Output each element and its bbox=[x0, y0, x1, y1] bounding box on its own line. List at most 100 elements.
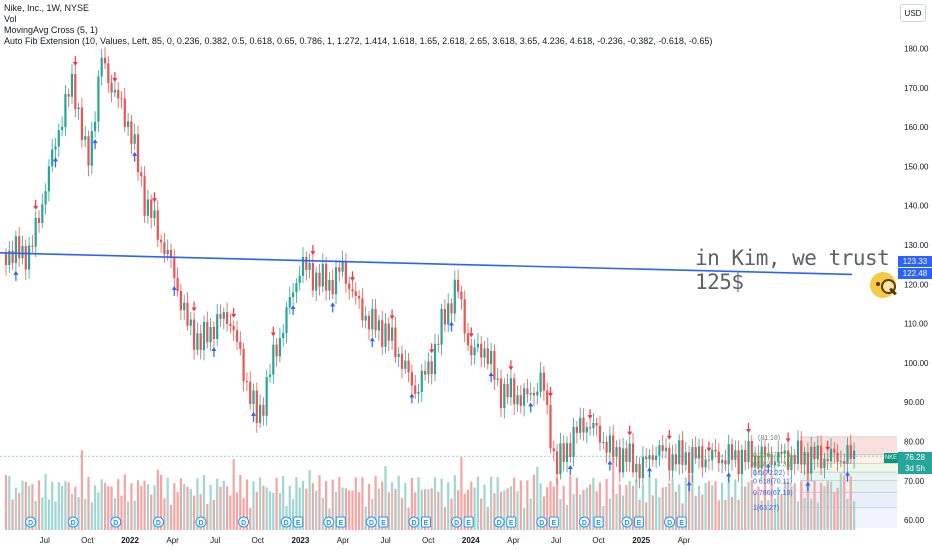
candle-body bbox=[348, 283, 351, 290]
dividend-marker: D bbox=[451, 516, 463, 528]
volume-bar bbox=[268, 491, 272, 530]
arrow-down-icon bbox=[627, 431, 633, 436]
volume-bar bbox=[407, 507, 410, 530]
arrow-up-icon bbox=[607, 460, 613, 465]
dividend-badge bbox=[25, 516, 37, 528]
arrow-up-icon bbox=[647, 467, 652, 472]
candle-body bbox=[707, 459, 710, 461]
annotation-text[interactable]: in Kim, we trust 125$ bbox=[695, 246, 890, 294]
candle-body bbox=[308, 263, 311, 270]
candle-body bbox=[625, 448, 628, 462]
candle-body bbox=[61, 126, 64, 131]
dividend-marker: D bbox=[578, 516, 590, 528]
price-axis-label: 140.00 bbox=[904, 202, 929, 211]
event-letter: D bbox=[667, 520, 672, 527]
candle-body bbox=[361, 298, 364, 321]
volume-bar bbox=[193, 495, 196, 530]
legend-vol[interactable]: Vol bbox=[4, 14, 17, 24]
volume-bar bbox=[552, 486, 555, 530]
candle-body bbox=[278, 338, 281, 357]
candle-body bbox=[84, 136, 87, 140]
earnings-badge bbox=[634, 516, 644, 528]
dividend-badge bbox=[67, 516, 79, 528]
dividend-marker: D bbox=[110, 516, 122, 528]
arrow-down-icon bbox=[587, 415, 593, 420]
arrow-down-icon bbox=[389, 315, 395, 320]
volume-bar bbox=[641, 484, 644, 530]
candle-body bbox=[658, 445, 661, 456]
dividend-badge bbox=[408, 516, 420, 528]
legend-symbol[interactable]: Nike, Inc., 1W, NYSE bbox=[4, 3, 90, 13]
volume-bar bbox=[800, 481, 803, 530]
volume-bar bbox=[4, 475, 8, 530]
candle-body bbox=[645, 456, 648, 460]
candle-body bbox=[367, 315, 371, 330]
volume-bar bbox=[516, 491, 519, 530]
candle-body bbox=[443, 308, 446, 325]
candle-body bbox=[575, 426, 578, 433]
legend-fib[interactable]: Auto Fib Extension (10, Values, Left, 85… bbox=[4, 36, 713, 46]
candle-body bbox=[648, 455, 651, 460]
candle-body bbox=[374, 308, 377, 331]
volume-bar bbox=[14, 487, 17, 530]
candle-body bbox=[664, 447, 668, 452]
volume-bar bbox=[97, 492, 100, 530]
candle-body bbox=[463, 299, 466, 334]
candle-body bbox=[288, 296, 291, 308]
candle-body bbox=[57, 130, 60, 147]
candle-body bbox=[823, 458, 826, 469]
candle-body bbox=[730, 444, 734, 460]
candle-body bbox=[437, 343, 440, 345]
currency-button[interactable]: USD bbox=[900, 4, 926, 22]
candle-body bbox=[295, 283, 298, 293]
candle-body bbox=[559, 443, 562, 475]
candle-body bbox=[311, 263, 314, 291]
arrow-down-icon bbox=[429, 349, 435, 354]
candle-body bbox=[143, 176, 146, 216]
volume-bar bbox=[140, 486, 143, 530]
earnings-marker: E bbox=[421, 516, 431, 528]
candle-body bbox=[816, 445, 819, 460]
candle-body bbox=[272, 344, 275, 375]
volume-bar bbox=[513, 477, 516, 530]
candle-body bbox=[684, 452, 687, 465]
candle-body bbox=[338, 267, 341, 272]
volume-bar bbox=[334, 491, 338, 530]
candle-body bbox=[714, 449, 717, 452]
volume-bar bbox=[414, 492, 417, 530]
candle-body bbox=[734, 450, 737, 460]
volume-bar bbox=[460, 457, 463, 530]
candle-body bbox=[262, 404, 265, 416]
earnings-marker: E bbox=[378, 516, 389, 528]
volume-bar bbox=[245, 479, 248, 530]
legend-ma[interactable]: MovingAvg Cross (5, 1) bbox=[4, 25, 98, 35]
volume-bar bbox=[143, 480, 146, 530]
dividend-marker: D bbox=[365, 516, 377, 528]
time-axis-label: Jul bbox=[210, 536, 220, 545]
candle-body bbox=[853, 450, 856, 460]
arrow-down-icon bbox=[231, 313, 237, 318]
dividend-badge bbox=[195, 516, 207, 528]
volume-bar bbox=[377, 488, 380, 530]
volume-bar bbox=[394, 488, 397, 530]
volume-bar bbox=[447, 482, 450, 530]
candle-body bbox=[21, 246, 24, 259]
dividend-badge bbox=[493, 516, 505, 528]
candle-body bbox=[136, 134, 140, 173]
volume-bar bbox=[262, 485, 265, 530]
volume-bar bbox=[371, 498, 374, 530]
volume-bar bbox=[499, 491, 503, 530]
candle-body bbox=[384, 323, 387, 347]
candle-body bbox=[183, 302, 186, 311]
earnings-badge bbox=[378, 516, 389, 528]
volume-bar bbox=[275, 477, 278, 530]
volume-bar bbox=[199, 494, 202, 530]
candle-body bbox=[450, 303, 453, 314]
volume-bar bbox=[490, 476, 493, 530]
volume-bar bbox=[44, 474, 47, 530]
volume-bar bbox=[321, 497, 324, 530]
candle-body bbox=[146, 199, 149, 216]
